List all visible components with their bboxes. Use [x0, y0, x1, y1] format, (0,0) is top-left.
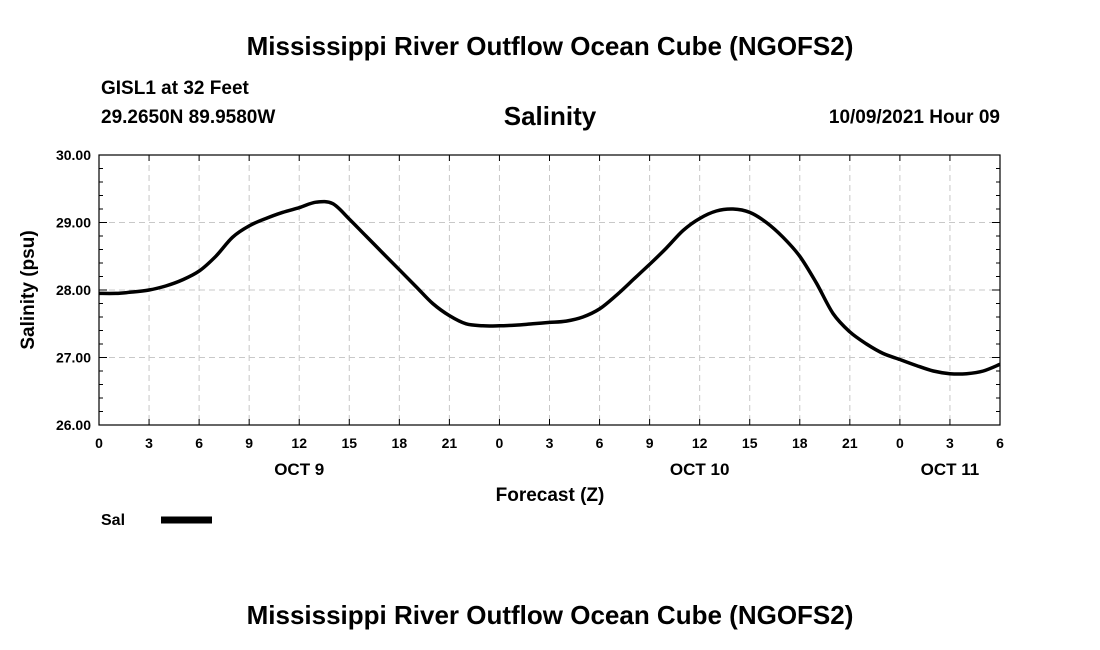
y-tick-label: 30.00 [56, 147, 91, 163]
x-day-label: OCT 10 [670, 460, 730, 479]
x-tick-label: 21 [842, 435, 858, 451]
x-tick-label: 0 [95, 435, 103, 451]
page-title-bottom: Mississippi River Outflow Ocean Cube (NG… [246, 600, 854, 630]
chart-title: Salinity [503, 101, 597, 131]
y-tick-label: 28.00 [56, 282, 91, 298]
x-day-label: OCT 9 [274, 460, 324, 479]
y-tick-label: 27.00 [56, 350, 91, 366]
y-tick-label: 29.00 [56, 215, 91, 231]
x-tick-label: 12 [291, 435, 307, 451]
station-label: GISL1 at 32 Feet [101, 78, 249, 99]
axis-ticks [98, 154, 1001, 426]
x-tick-label: 12 [692, 435, 708, 451]
legend-label: Sal [101, 512, 125, 529]
forecast-time: 10/09/2021 Hour 09 [828, 107, 1000, 128]
page-title-top: Mississippi River Outflow Ocean Cube (NG… [246, 31, 854, 61]
y-axis-title: Salinity (psu) [18, 230, 39, 349]
x-tick-label: 3 [145, 435, 153, 451]
axis-labels: 0 3 6 9 12 15 18 21 0 3 6 9 12 15 18 21 0 3 6 26.00 27.00 28.… [18, 147, 1004, 506]
x-tick-label: 9 [245, 435, 253, 451]
x-tick-label: 6 [596, 435, 604, 451]
x-tick-label: 18 [392, 435, 408, 451]
x-tick-label: 6 [996, 435, 1004, 451]
series-line-salinity [98, 199, 1001, 376]
series-layer [98, 199, 1001, 376]
legend: Sal [101, 512, 212, 529]
grid-lines [99, 155, 1000, 425]
x-axis-title: Forecast (Z) [496, 485, 605, 506]
x-tick-label: 6 [195, 435, 203, 451]
x-tick-label: 15 [742, 435, 758, 451]
x-tick-label: 15 [341, 435, 357, 451]
x-tick-label: 3 [946, 435, 954, 451]
x-tick-label: 18 [792, 435, 808, 451]
station-coordinates: 29.2650N 89.9580W [101, 107, 276, 128]
x-tick-label: 0 [496, 435, 504, 451]
x-tick-label: 9 [646, 435, 654, 451]
x-tick-label: 3 [546, 435, 554, 451]
x-day-label: OCT 11 [921, 460, 980, 479]
x-tick-label: 21 [442, 435, 458, 451]
x-tick-label: 0 [896, 435, 904, 451]
y-tick-label: 26.00 [56, 417, 91, 433]
